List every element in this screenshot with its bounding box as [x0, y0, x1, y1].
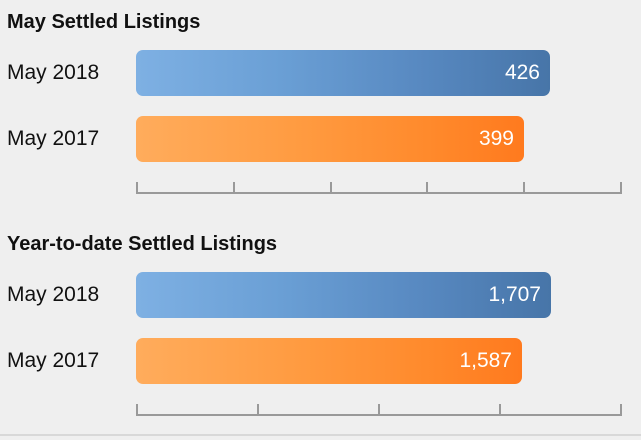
- bottom-divider: [0, 434, 641, 436]
- axis-tick: [233, 182, 235, 194]
- axis-tick: [620, 404, 622, 416]
- axis-tick: [136, 404, 138, 416]
- axis-line: [136, 192, 622, 194]
- axis-tick: [330, 182, 332, 194]
- chart-title: May Settled Listings: [7, 11, 201, 33]
- axis-tick: [257, 404, 259, 416]
- bar-may-2017: 399: [136, 116, 524, 162]
- x-axis: [136, 404, 622, 416]
- x-axis: [136, 182, 622, 194]
- ytd-chart-panel: Year-to-date Settled Listings May 2018 1…: [0, 222, 641, 440]
- category-label-may-2018: May 2018: [7, 61, 100, 84]
- monthly-chart-panel: May Settled Listings May 2018 426 May 20…: [0, 0, 641, 218]
- axis-tick: [620, 182, 622, 194]
- category-label-may-2017: May 2017: [7, 349, 100, 372]
- bar-may-2017: 1,587: [136, 338, 522, 384]
- axis-tick: [136, 182, 138, 194]
- bar-may-2018: 426: [136, 50, 550, 96]
- category-label-may-2018: May 2018: [7, 283, 100, 306]
- bar-value-label: 1,707: [488, 283, 541, 306]
- axis-tick: [523, 182, 525, 194]
- bar-may-2018: 1,707: [136, 272, 551, 318]
- bar-value-label: 399: [478, 127, 514, 150]
- axis-tick: [426, 182, 428, 194]
- category-label-may-2017: May 2017: [7, 127, 100, 150]
- bar-value-label: 1,587: [459, 349, 512, 372]
- chart-title: Year-to-date Settled Listings: [7, 233, 278, 255]
- bar-value-label: 426: [504, 61, 540, 84]
- axis-tick: [499, 404, 501, 416]
- axis-tick: [378, 404, 380, 416]
